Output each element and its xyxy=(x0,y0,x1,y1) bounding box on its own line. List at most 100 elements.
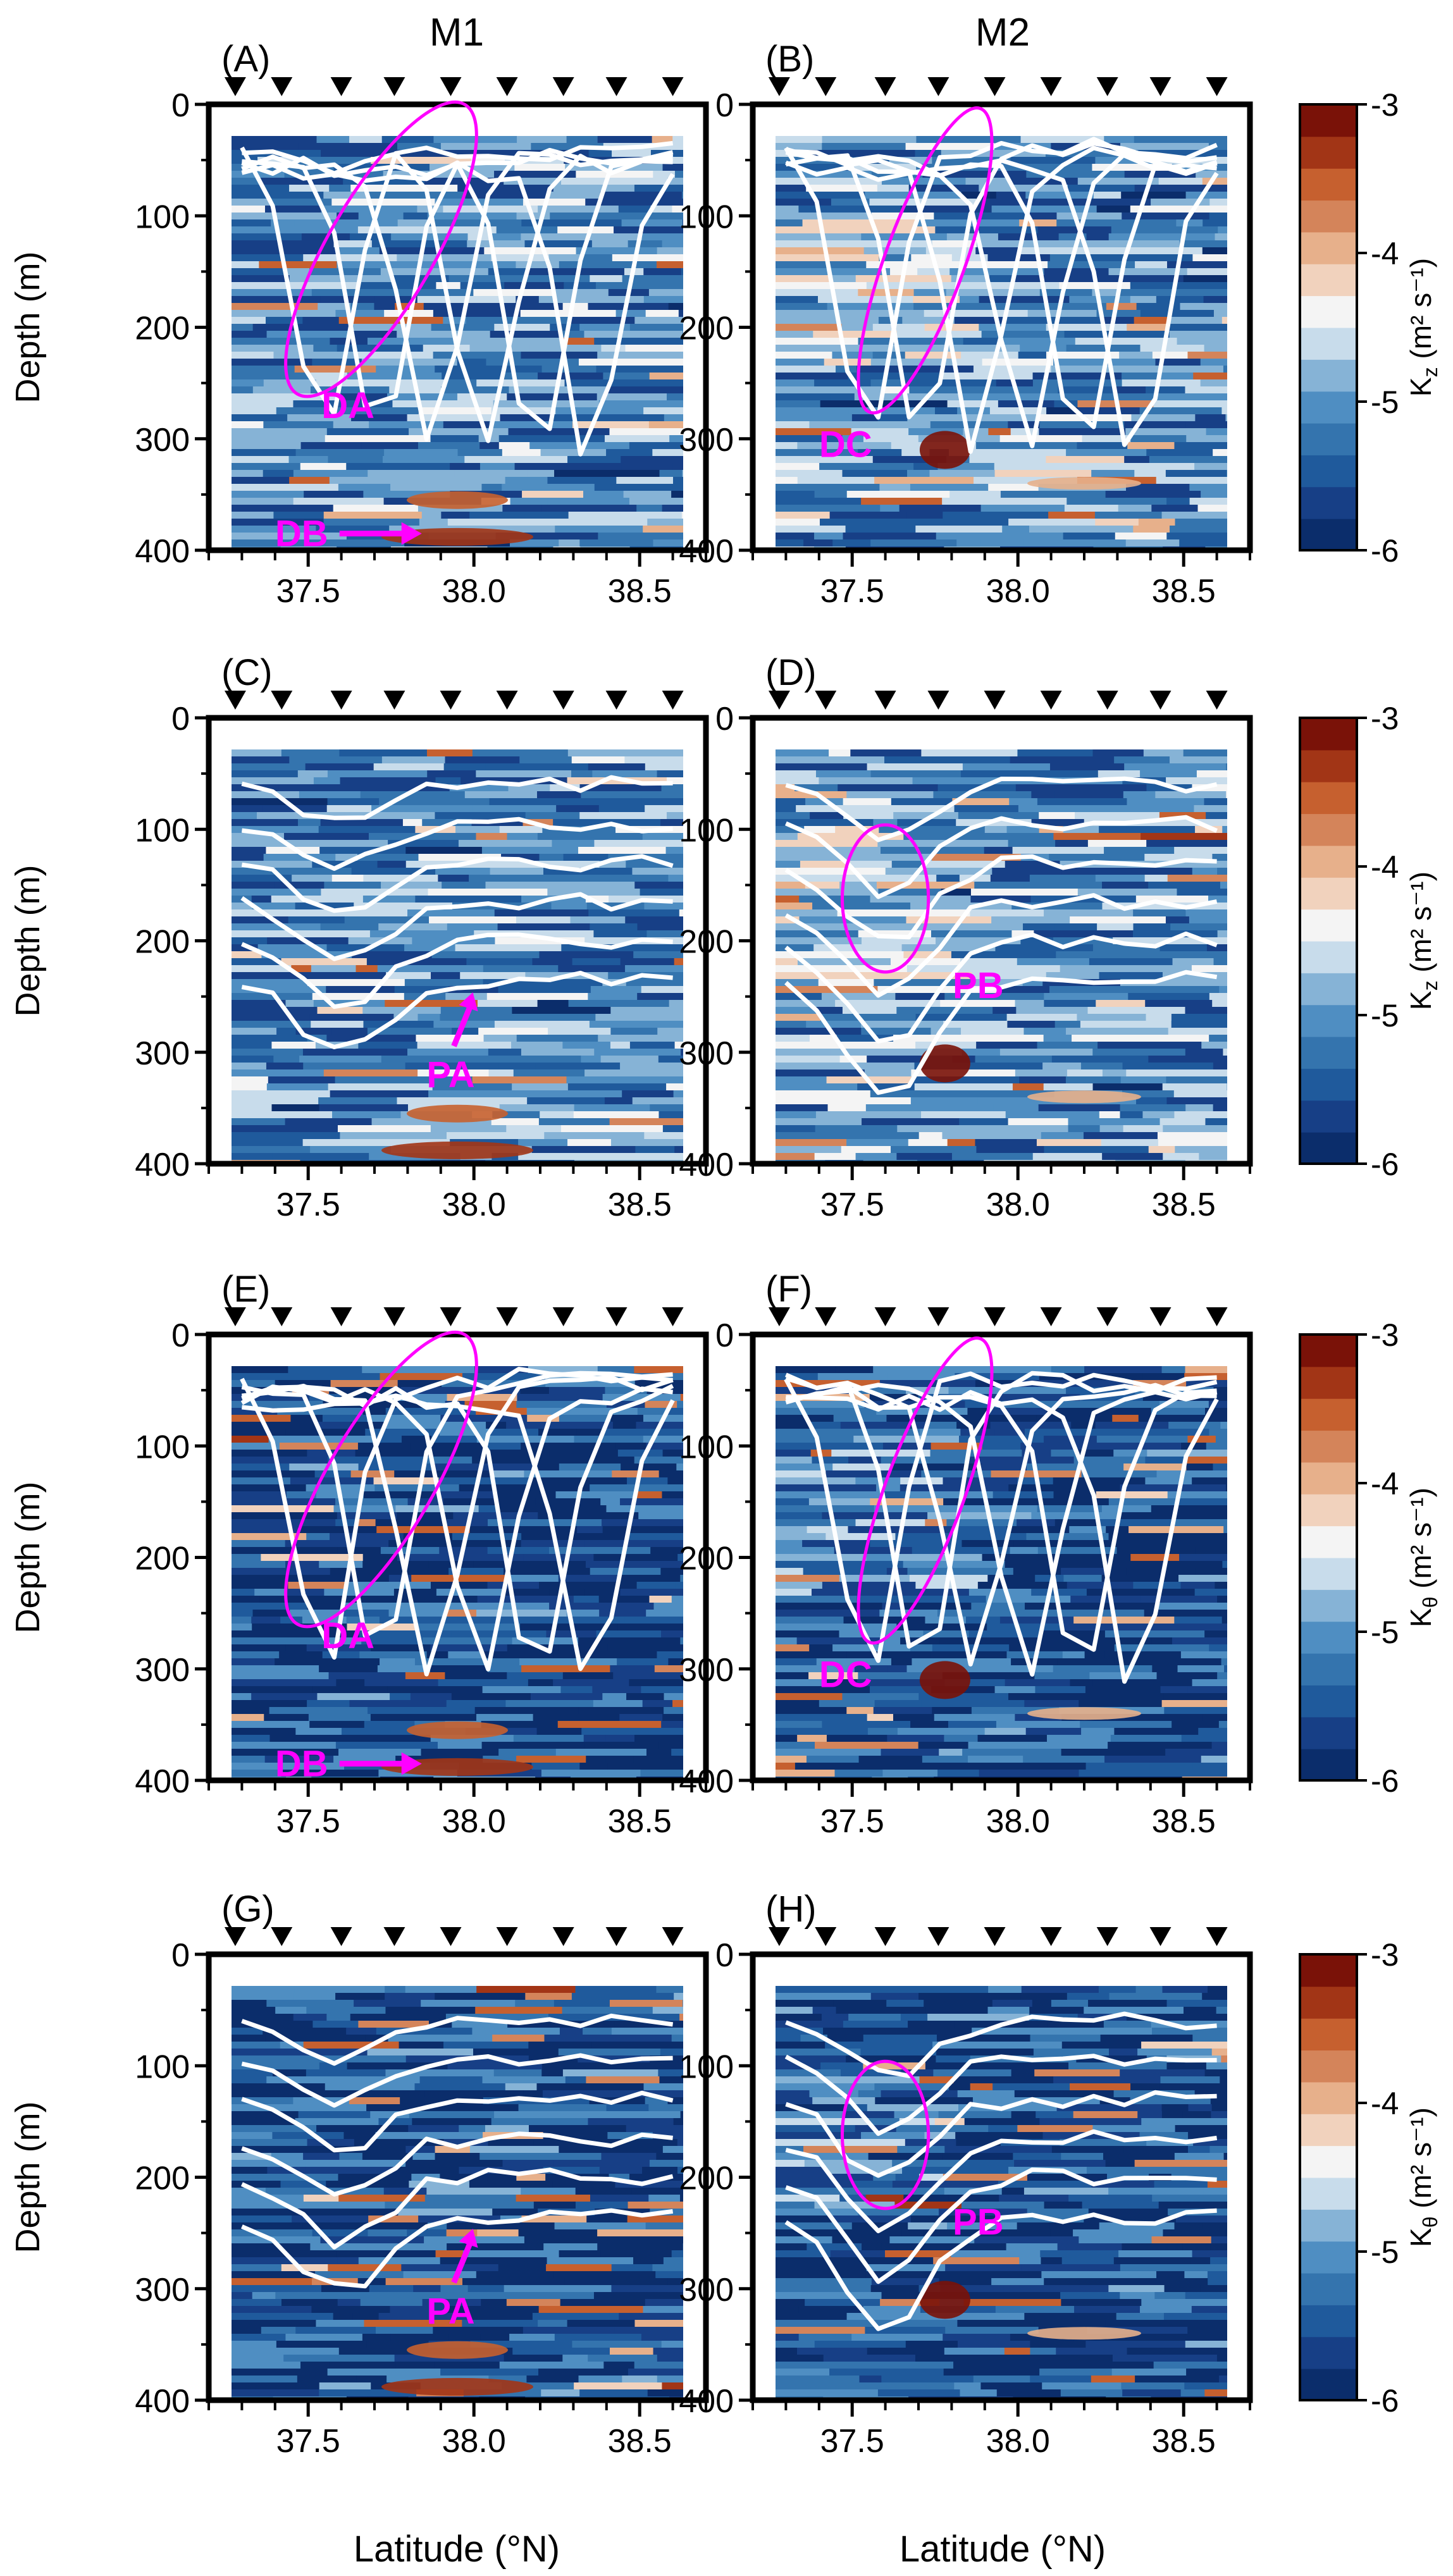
y-tick-label: 300 xyxy=(679,1035,734,1072)
column-title-m1: M1 xyxy=(430,11,484,54)
x-tick-label: 38.5 xyxy=(608,1803,672,1840)
station-triangle xyxy=(271,77,293,96)
annotation-arrowhead xyxy=(459,2229,478,2248)
x-axis: 37.5 38.0 38.5 xyxy=(207,2400,707,2460)
x-axis: 37.5 38.0 38.5 xyxy=(207,1780,707,1840)
heatmap-hotspots xyxy=(381,1104,533,1159)
colorbar-band xyxy=(1300,813,1357,846)
station-triangle xyxy=(984,77,1006,96)
colorbar-2: -3 -4 -5 -6 Kθ (m² s⁻¹) xyxy=(1299,1317,1442,1799)
x-tick-label: 38.0 xyxy=(986,1186,1050,1223)
colorbar-tick-label: -3 xyxy=(1371,87,1399,123)
x-tick-label: 38.5 xyxy=(608,1186,672,1223)
y-axis: 0 100 200 300 400 xyxy=(679,87,753,570)
colorbar-band xyxy=(1300,2304,1357,2338)
annotation-da: DA xyxy=(321,1615,374,1656)
y-tick-label: 200 xyxy=(135,924,190,961)
station-triangle xyxy=(1096,1927,1118,1946)
station-triangle xyxy=(662,1307,684,1326)
y-tick-label: 0 xyxy=(715,1937,734,1974)
panel-C: (C) 0 100 200 300 400 Depth (m) 37.5 38.0 38.5 PA xyxy=(9,652,709,1223)
station-triangle xyxy=(552,691,574,710)
panel-B: (B) 0 100 200 300 400 37.5 38.0 38.5 DC xyxy=(679,39,1253,610)
station-triangle xyxy=(874,691,896,710)
column-title-m2: M2 xyxy=(975,11,1030,54)
x-tick-label: 37.5 xyxy=(820,573,884,610)
colorbar-band xyxy=(1300,2241,1357,2274)
colorbar-band xyxy=(1300,1525,1357,1558)
colorbar-band xyxy=(1300,1716,1357,1749)
station-triangle xyxy=(440,1307,462,1326)
y-tick-label: 400 xyxy=(679,1763,734,1800)
colorbar-band xyxy=(1300,104,1357,137)
y-tick-label: 300 xyxy=(679,2272,734,2308)
station-triangle xyxy=(815,1307,837,1326)
y-tick-label: 300 xyxy=(679,422,734,459)
station-markers xyxy=(768,1307,1228,1326)
y-tick-label: 400 xyxy=(135,1763,190,1800)
y-tick-label: 0 xyxy=(715,1317,734,1354)
colorbar-band xyxy=(1300,1954,1357,1987)
colorbar-label: Kθ (m² s⁻¹) xyxy=(1404,1488,1442,1627)
panel-E: (E) 0 100 200 300 400 Depth (m) 37.5 38.0 38.5 DA D… xyxy=(9,1269,709,1840)
colorbar-band xyxy=(1300,877,1357,910)
station-triangle xyxy=(815,77,837,96)
colorbar-band xyxy=(1300,749,1357,782)
x-tick-label: 38.0 xyxy=(986,573,1050,610)
station-markers xyxy=(224,1927,684,1946)
heatmap-hotspots xyxy=(381,2341,533,2396)
colorbar-band xyxy=(1300,1398,1357,1431)
colorbar-tick-label: -3 xyxy=(1371,701,1399,736)
colorbar-band xyxy=(1300,454,1357,488)
station-triangle xyxy=(984,1307,1006,1326)
panel-label: (G) xyxy=(221,1889,275,1930)
y-axis: 0 100 200 300 400 Depth (m) xyxy=(9,87,209,570)
station-triangle xyxy=(330,77,352,96)
x-axis: 37.5 38.0 38.5 xyxy=(207,550,707,610)
annotation-pb: PB xyxy=(953,2202,1004,2243)
annotation-pa: PA xyxy=(426,1054,474,1095)
annotation-da: DA xyxy=(321,385,374,426)
colorbar-band xyxy=(1300,1557,1357,1590)
colorbar-band xyxy=(1300,1589,1357,1622)
station-triangle xyxy=(496,77,518,96)
heatmap-field xyxy=(232,1986,683,2400)
y-tick-label: 100 xyxy=(135,2049,190,2085)
x-tick-label: 38.5 xyxy=(608,2423,672,2460)
y-tick-label: 100 xyxy=(679,2049,734,2085)
station-triangle xyxy=(768,77,790,96)
y-tick-label: 0 xyxy=(715,87,734,124)
y-axis-label: Depth (m) xyxy=(9,2101,47,2253)
colorbar-band xyxy=(1300,1068,1357,1101)
colorbar-band xyxy=(1300,1100,1357,1133)
x-tick-label: 38.5 xyxy=(1152,2423,1216,2460)
station-triangle xyxy=(984,691,1006,710)
y-axis-label: Depth (m) xyxy=(9,251,47,403)
panels-layer: (A) 0 100 200 300 400 Depth (m) 37.5 38.0 38.5 DA D… xyxy=(9,39,1253,2460)
panel-H: (H) 0 100 200 300 400 37.5 38.0 38.5 PB xyxy=(679,1889,1253,2460)
y-tick-label: 100 xyxy=(679,812,734,849)
colorbar-band xyxy=(1300,2272,1357,2305)
station-triangle xyxy=(768,691,790,710)
annotation-dc: DC xyxy=(819,1655,872,1696)
x-tick-label: 38.0 xyxy=(986,1803,1050,1840)
heatmap-hotspots xyxy=(919,1661,1141,1720)
x-tick-label: 37.5 xyxy=(276,573,340,610)
station-triangle xyxy=(984,1927,1006,1946)
colorbar-band xyxy=(1300,2145,1357,2178)
titles-layer: M1 M2 Latitude (°N) Latitude (°N) xyxy=(354,11,1106,2570)
station-markers xyxy=(768,77,1228,96)
station-triangle xyxy=(768,1927,790,1946)
station-triangle xyxy=(662,77,684,96)
colorbar-tick-label: -5 xyxy=(1371,2234,1399,2270)
x-tick-label: 37.5 xyxy=(276,1186,340,1223)
station-triangle xyxy=(605,691,628,710)
station-triangle xyxy=(224,691,246,710)
colorbar-band xyxy=(1300,1493,1357,1527)
colorbar-tick-label: -3 xyxy=(1371,1937,1399,1973)
y-axis: 0 100 200 300 400 Depth (m) xyxy=(9,1317,209,1800)
station-triangle xyxy=(815,691,837,710)
annotation-db: DB xyxy=(275,514,328,555)
station-markers xyxy=(768,691,1228,710)
x-tick-label: 38.5 xyxy=(1152,1803,1216,1840)
